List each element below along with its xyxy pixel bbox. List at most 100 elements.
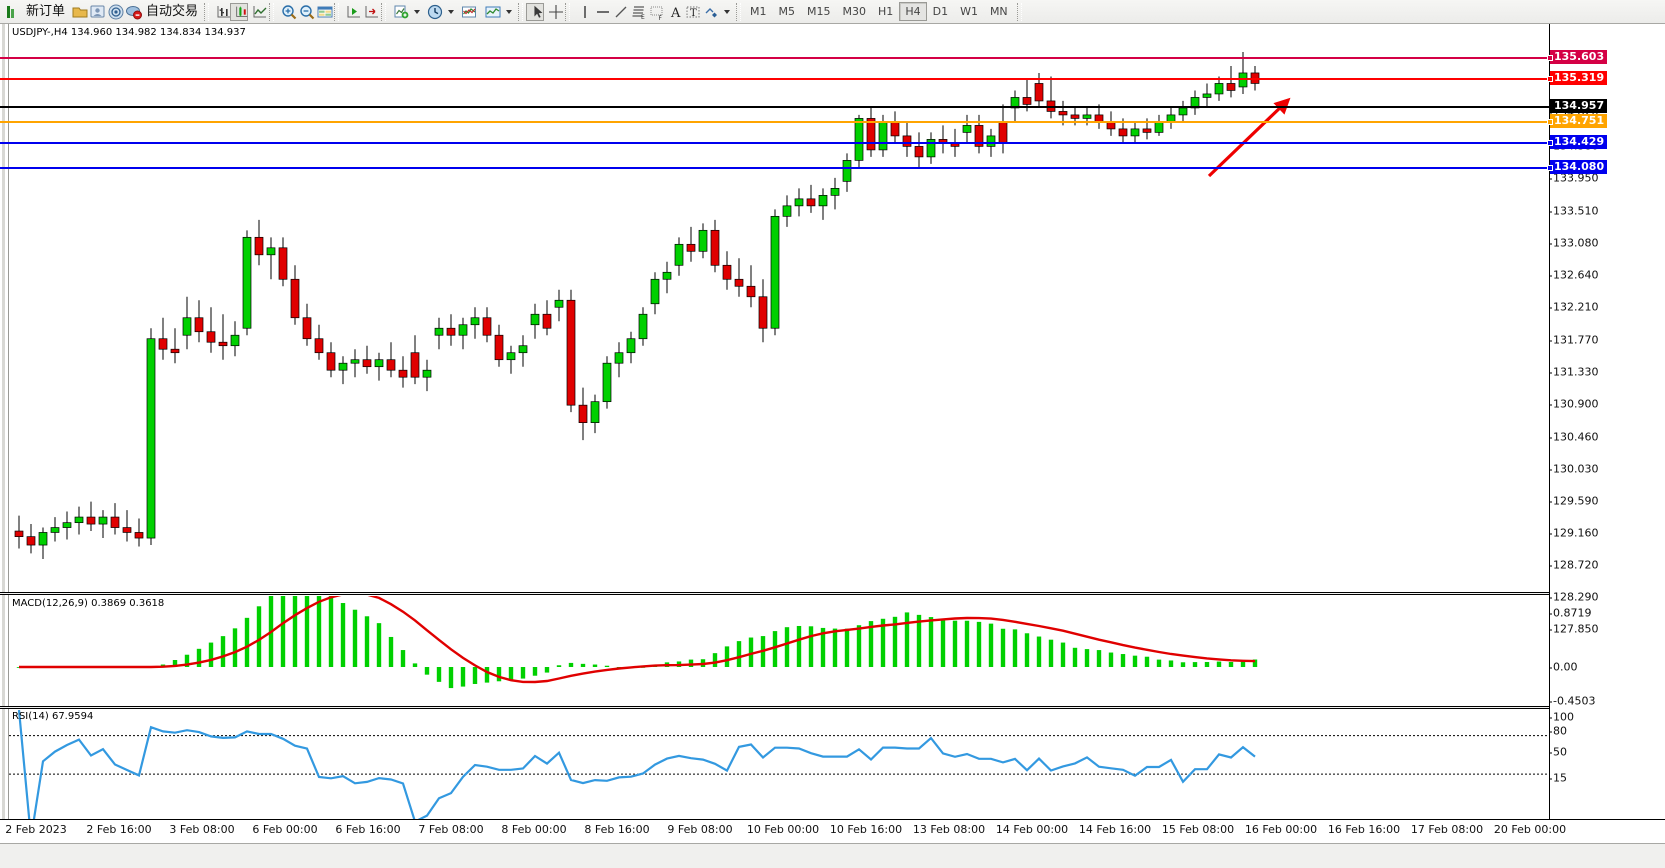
time-tick: 14 Feb 00:00 [995, 823, 1069, 836]
price-line-pivot[interactable] [0, 119, 1553, 125]
price-line-handle[interactable] [1547, 165, 1553, 171]
price-line-support-1[interactable] [0, 140, 1553, 146]
price-label-resistance-1[interactable]: 135.319 [1550, 71, 1608, 85]
price-label-current-price[interactable]: 134.957 [1550, 99, 1608, 113]
trendline-icon[interactable] [609, 3, 627, 21]
price-line-handle[interactable] [1547, 140, 1553, 146]
rsi-tick: 50 [1549, 745, 1567, 759]
price-line-resistance-2[interactable] [0, 55, 1553, 61]
price-label-resistance-2[interactable]: 135.603 [1550, 50, 1608, 64]
period-h1[interactable]: H1 [878, 5, 894, 18]
price-tick: 130.030 [1549, 462, 1599, 476]
channel-icon[interactable]: F [645, 3, 663, 22]
toolbar-separator [204, 2, 210, 21]
signal-icon[interactable] [104, 3, 124, 21]
price-line-current-price[interactable] [0, 106, 1549, 108]
chart-style-button[interactable] [481, 1, 515, 23]
indicator-icon [460, 3, 478, 21]
price-label-support-2[interactable]: 134.080 [1550, 160, 1608, 174]
indicator-button[interactable] [457, 1, 481, 23]
price-tick: 132.640 [1549, 268, 1599, 282]
zoom-in-icon[interactable] [277, 3, 297, 21]
template-button[interactable] [389, 1, 423, 23]
time-tick: 3 Feb 08:00 [169, 823, 235, 836]
svg-text:A: A [670, 6, 681, 21]
shift-start-icon[interactable] [342, 3, 361, 21]
period-mn[interactable]: MN [989, 5, 1008, 18]
price-tick: 132.210 [1549, 300, 1599, 314]
time-tick: 16 Feb 00:00 [1244, 823, 1318, 836]
price-label-support-1[interactable]: 134.429 [1550, 135, 1608, 149]
price-line-support-2[interactable] [0, 165, 1553, 171]
pane-divider-rsi[interactable] [0, 706, 1656, 709]
period-w1[interactable]: W1 [960, 5, 978, 18]
toolbar-separator [1016, 2, 1022, 21]
rsi-pane[interactable]: RSI(14) 67.9594 [9, 710, 1559, 819]
candlestick-icon[interactable] [230, 2, 249, 21]
period-m5[interactable]: M5 [778, 5, 796, 18]
time-tick: 17 Feb 08:00 [1410, 823, 1484, 836]
price-axis[interactable]: 135.250134.820134.380133.950133.510133.0… [1548, 24, 1665, 819]
svg-text:F: F [659, 15, 663, 21]
macd-pane[interactable]: MACD(12,26,9) 0.3869 0.3618 [9, 596, 1559, 706]
chevron-down-icon[interactable] [506, 9, 513, 14]
chart-left-rail [0, 24, 9, 819]
label-icon[interactable]: T [681, 3, 700, 21]
vline-icon[interactable] [573, 3, 591, 21]
period-button[interactable] [423, 1, 457, 23]
price-pane[interactable]: USDJPY-,H4 134.960 134.982 134.834 134.9… [9, 24, 1559, 594]
time-tick: 7 Feb 08:00 [418, 823, 484, 836]
auto-trading-label: 自动交易 [146, 4, 199, 19]
candlestick-series [14, 51, 1260, 560]
price-line-resistance-1[interactable] [0, 76, 1553, 82]
zoom-out-icon[interactable] [295, 3, 315, 21]
time-tick-group: 2 Feb 2023 2 Feb 16:00 3 Feb 08:00 6 Feb 00… [0, 820, 1665, 842]
period-m1[interactable]: M1 [750, 5, 767, 18]
rsi-tick: 15 [1549, 771, 1567, 785]
auto-trading-button[interactable]: 自动交易 [122, 1, 201, 23]
crosshair-icon[interactable] [544, 3, 564, 21]
new-order-button[interactable]: 新订单 [2, 1, 68, 23]
price-line-handle[interactable] [1547, 76, 1553, 82]
main-toolbar: 新订单 自动交易 [0, 0, 1665, 24]
period-m15[interactable]: M15 [807, 5, 831, 18]
period-m30[interactable]: M30 [842, 5, 867, 18]
status-strip [0, 843, 1665, 868]
time-tick: 10 Feb 16:00 [829, 823, 903, 836]
new-order-icon [5, 3, 23, 21]
pane-divider-macd[interactable] [0, 592, 1656, 595]
shift-end-icon[interactable] [360, 3, 379, 21]
folder-icon[interactable] [68, 3, 88, 21]
text-icon[interactable]: A [663, 3, 681, 21]
macd-title: MACD(12,26,9) 0.3869 0.3618 [12, 598, 165, 609]
price-label-pivot[interactable]: 134.751 [1550, 114, 1608, 128]
bar-chart-icon[interactable] [212, 3, 231, 21]
hline-icon[interactable] [591, 3, 610, 21]
cursor-icon[interactable] [526, 2, 545, 21]
macd-series [16, 596, 1258, 689]
chevron-down-icon[interactable] [724, 9, 731, 14]
time-tick: 20 Feb 00:00 [1493, 823, 1567, 836]
shapes-button[interactable] [699, 1, 733, 23]
toolbar-separator [565, 2, 571, 21]
time-tick: 9 Feb 08:00 [667, 823, 733, 836]
rsi-title: RSI(14) 67.9594 [12, 711, 94, 722]
chart-container[interactable]: USDJPY-,H4 134.960 134.982 134.834 134.9… [0, 24, 1665, 868]
period-icon [426, 3, 444, 21]
fibo-icon[interactable]: E [627, 3, 645, 21]
trend-arrow[interactable] [9, 24, 1559, 594]
price-tick: 133.510 [1549, 204, 1599, 218]
profile-icon[interactable] [86, 3, 105, 21]
time-tick: 14 Feb 16:00 [1078, 823, 1152, 836]
time-tick: 13 Feb 08:00 [912, 823, 986, 836]
period-d1[interactable]: D1 [932, 5, 949, 18]
macd-tick: -0.4503 [1548, 694, 1596, 708]
period-h4[interactable]: H4 [899, 2, 927, 21]
price-line-handle[interactable] [1547, 119, 1553, 125]
chevron-down-icon[interactable] [414, 9, 421, 14]
chevron-down-icon[interactable] [448, 9, 455, 14]
grid-icon[interactable] [313, 3, 333, 21]
price-line-handle[interactable] [1547, 55, 1553, 61]
line-chart-icon[interactable] [248, 3, 267, 21]
time-axis[interactable]: 2 Feb 2023 2 Feb 16:00 3 Feb 08:00 6 Feb 00… [0, 819, 1665, 868]
